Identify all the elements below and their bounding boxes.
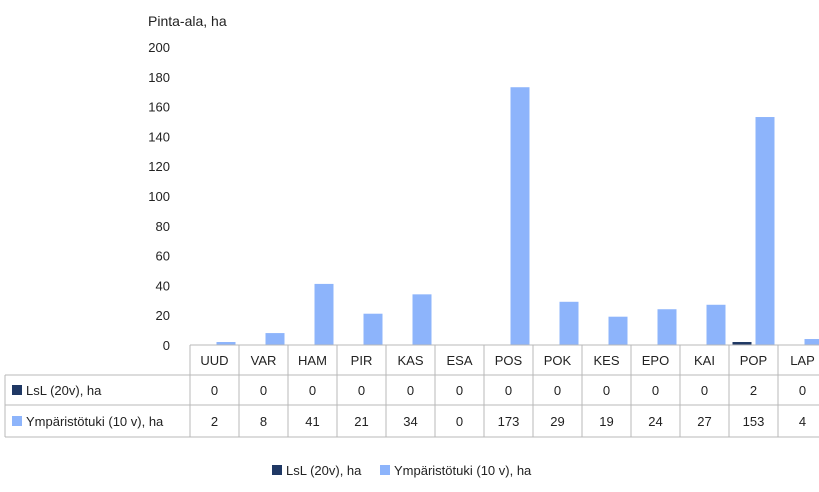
- data-label: 2: [750, 383, 757, 398]
- data-label: 0: [260, 383, 267, 398]
- y-tick-label: 80: [156, 219, 170, 234]
- data-label: 0: [211, 383, 218, 398]
- category-label: KAI: [694, 353, 715, 368]
- data-label: 0: [456, 383, 463, 398]
- legend-key: [12, 385, 22, 395]
- y-tick-label: 140: [148, 129, 170, 144]
- category-label: POP: [740, 353, 767, 368]
- data-label: 41: [305, 414, 319, 429]
- data-label: 21: [354, 414, 368, 429]
- legend-label: LsL (20v), ha: [286, 463, 362, 478]
- data-label: 0: [407, 383, 414, 398]
- data-label: 27: [697, 414, 711, 429]
- bar-ymparistotuki: [608, 316, 628, 345]
- category-label: VAR: [251, 353, 277, 368]
- bar-ymparistotuki: [559, 301, 579, 345]
- bar-ymparistotuki: [804, 339, 819, 345]
- bar-ymparistotuki: [216, 342, 236, 345]
- data-label: 24: [648, 414, 662, 429]
- series-label: Ympäristötuki (10 v), ha: [26, 414, 164, 429]
- data-label: 0: [603, 383, 610, 398]
- bars: [216, 87, 819, 345]
- series-label: LsL (20v), ha: [26, 383, 102, 398]
- data-label: 19: [599, 414, 613, 429]
- data-label: 0: [652, 383, 659, 398]
- y-tick-label: 180: [148, 70, 170, 85]
- y-tick-label: 0: [163, 338, 170, 353]
- data-label: 173: [498, 414, 520, 429]
- category-label: EPO: [642, 353, 669, 368]
- category-label: POK: [544, 353, 572, 368]
- bar-ymparistotuki: [706, 304, 726, 345]
- data-label: 8: [260, 414, 267, 429]
- category-label: PIR: [351, 353, 373, 368]
- legend-swatch: [272, 465, 282, 475]
- category-label: ESA: [446, 353, 472, 368]
- category-label: KES: [593, 353, 619, 368]
- bar-ymparistotuki: [510, 87, 530, 345]
- y-tick-label: 200: [148, 40, 170, 55]
- bar-ymparistotuki: [265, 333, 285, 345]
- legend-label: Ympäristötuki (10 v), ha: [394, 463, 532, 478]
- category-label: LAP: [790, 353, 815, 368]
- bar-ymparistotuki: [412, 294, 432, 345]
- category-label: HAM: [298, 353, 327, 368]
- bar-lsl: [732, 342, 752, 345]
- bar-ymparistotuki: [363, 313, 383, 345]
- category-label: KAS: [397, 353, 423, 368]
- data-label: 2: [211, 414, 218, 429]
- data-label: 29: [550, 414, 564, 429]
- y-axis-title: Pinta-ala, ha: [148, 13, 227, 29]
- bar-ymparistotuki: [314, 283, 334, 345]
- y-tick-label: 160: [148, 100, 170, 115]
- data-label: 153: [743, 414, 765, 429]
- category-label: POS: [495, 353, 523, 368]
- y-tick-label: 20: [156, 308, 170, 323]
- data-table: UUD VAR HAM PIR KAS ESA POS POK KES EPO KAI POP LAP L…: [4, 344, 819, 438]
- y-tick-label: 100: [148, 189, 170, 204]
- y-tick-label: 60: [156, 249, 170, 264]
- y-tick-label: 40: [156, 278, 170, 293]
- legend: LsL (20v), ha Ympäristötuki (10 v), ha: [272, 463, 532, 478]
- bar-ymparistotuki: [755, 117, 775, 345]
- data-label: 34: [403, 414, 417, 429]
- legend-key: [12, 416, 22, 426]
- data-label: 0: [505, 383, 512, 398]
- data-label: 0: [456, 414, 463, 429]
- data-label: 0: [358, 383, 365, 398]
- legend-swatch: [380, 465, 390, 475]
- data-label: 0: [799, 383, 806, 398]
- category-label: UUD: [200, 353, 228, 368]
- data-label: 0: [554, 383, 561, 398]
- data-label: 0: [309, 383, 316, 398]
- y-tick-label: 120: [148, 159, 170, 174]
- bar-ymparistotuki: [657, 309, 677, 345]
- y-axis: 0 20 40 60 80 100 120 140 160 180 200: [148, 40, 170, 353]
- data-label: 4: [799, 414, 806, 429]
- data-label: 0: [701, 383, 708, 398]
